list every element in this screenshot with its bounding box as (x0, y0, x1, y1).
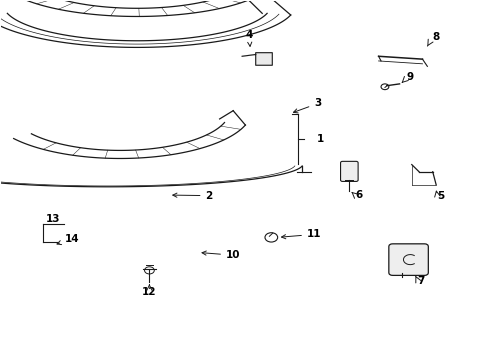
Text: 9: 9 (406, 72, 413, 82)
Text: 10: 10 (202, 250, 240, 260)
FancyBboxPatch shape (340, 161, 357, 181)
Text: 12: 12 (142, 287, 156, 297)
Text: 7: 7 (416, 276, 424, 286)
Text: 11: 11 (281, 229, 321, 239)
Text: 5: 5 (436, 191, 443, 201)
Text: 8: 8 (431, 32, 438, 42)
Text: 2: 2 (172, 191, 212, 201)
Text: 14: 14 (57, 234, 80, 244)
Text: 3: 3 (293, 99, 321, 113)
Text: 13: 13 (46, 215, 61, 224)
Polygon shape (242, 53, 272, 65)
Text: 4: 4 (245, 30, 252, 46)
Text: 1: 1 (316, 134, 323, 144)
Text: 6: 6 (355, 190, 362, 200)
FancyBboxPatch shape (388, 244, 427, 275)
